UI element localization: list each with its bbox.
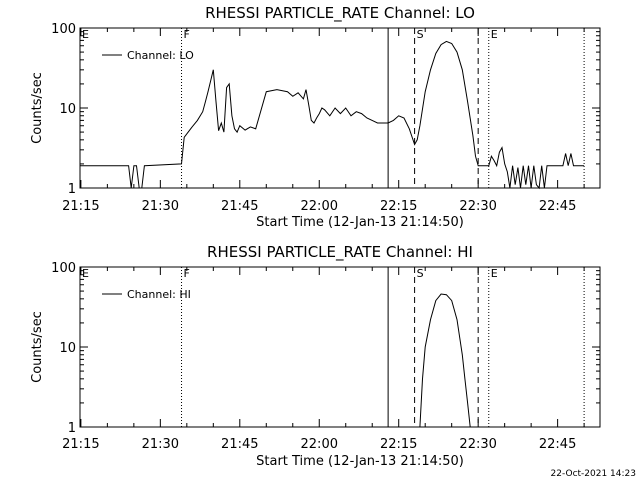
- x-tick-label: 21:45: [221, 199, 258, 214]
- series-line-1: [419, 293, 471, 428]
- x-tick-label: 22:30: [459, 199, 496, 214]
- x-tick-label: 21:30: [142, 199, 179, 214]
- marker-flag: E: [491, 267, 498, 280]
- x-tick-label: 22:15: [380, 437, 417, 452]
- x-tick-label: 21:45: [221, 437, 258, 452]
- x-tick-label: 21:15: [62, 437, 99, 452]
- marker-flag: E: [82, 267, 89, 280]
- x-tick-label: 22:00: [301, 437, 338, 452]
- marker-flag: S: [417, 267, 424, 280]
- legend-label: Channel: HI: [127, 288, 191, 301]
- x-tick-label: 22:45: [539, 437, 576, 452]
- chart-title: RHESSI PARTICLE_RATE Channel: HI: [207, 243, 473, 262]
- marker-flag: E: [82, 28, 89, 41]
- footer-timestamp: 22-Oct-2021 14:23: [551, 469, 636, 479]
- x-tick-label: 22:30: [459, 437, 496, 452]
- x-axis-label: Start Time (12-Jan-13 21:14:50): [256, 454, 464, 469]
- x-tick-label: 22:15: [380, 199, 417, 214]
- x-tick-label: 22:45: [539, 199, 576, 214]
- marker-flag: F: [184, 267, 190, 280]
- y-tick-label: 100: [51, 22, 76, 37]
- y-tick-label: 100: [51, 261, 76, 276]
- x-tick-label: 22:00: [301, 199, 338, 214]
- x-tick-label: 21:30: [142, 437, 179, 452]
- y-tick-label: 10: [59, 102, 76, 117]
- y-tick-label: 1: [68, 421, 76, 436]
- marker-flag: S: [417, 28, 424, 41]
- marker-flag: E: [491, 28, 498, 41]
- legend-label: Channel: LO: [127, 49, 194, 62]
- y-tick-label: 1: [68, 182, 76, 197]
- x-tick-label: 21:15: [62, 199, 99, 214]
- y-axis-label: Counts/sec: [30, 311, 45, 383]
- series-line-1: [80, 40, 585, 190]
- y-tick-label: 10: [59, 341, 76, 356]
- marker-flag: F: [184, 28, 190, 41]
- y-axis-label: Counts/sec: [30, 72, 45, 144]
- x-axis-label: Start Time (12-Jan-13 21:14:50): [256, 215, 464, 230]
- chart-title: RHESSI PARTICLE_RATE Channel: LO: [205, 4, 475, 23]
